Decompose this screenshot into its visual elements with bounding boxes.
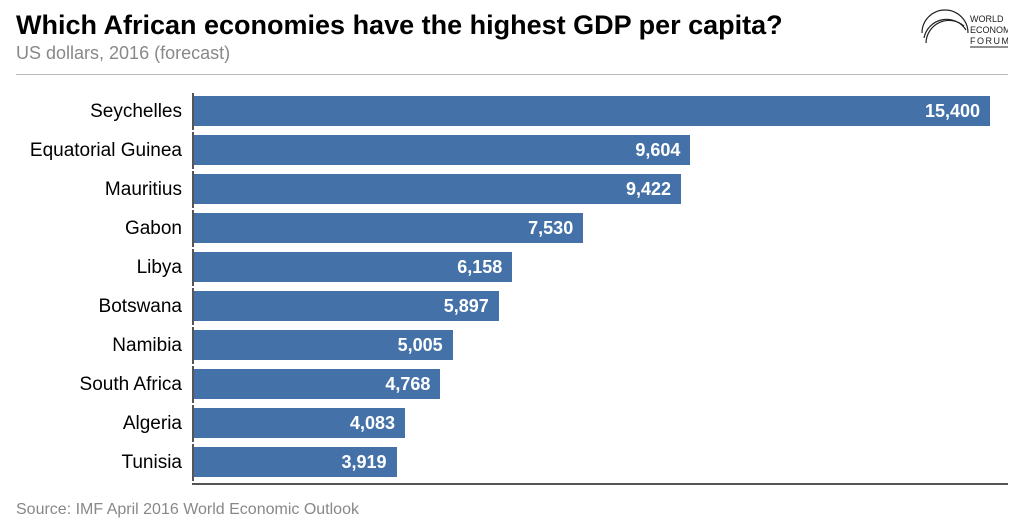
- bar-value: 4,768: [385, 374, 430, 395]
- bar-row: Gabon 7,530: [16, 210, 1008, 247]
- chart-area: Seychelles 15,400 Equatorial Guinea 9,604 Ma…: [0, 75, 1024, 491]
- bar: 5,897: [194, 291, 499, 321]
- bar-value: 6,158: [457, 257, 502, 278]
- bar-label: Algeria: [16, 413, 192, 435]
- bar-row: Seychelles 15,400: [16, 93, 1008, 130]
- logo-text-3: FORUM: [970, 36, 1008, 46]
- bar-chart: Seychelles 15,400 Equatorial Guinea 9,604 Ma…: [16, 93, 1008, 481]
- bar-value: 9,422: [626, 179, 671, 200]
- bar: 7,530: [194, 213, 583, 243]
- bar-label: Libya: [16, 257, 192, 279]
- bar-label: Tunisia: [16, 452, 192, 474]
- bar-row: Tunisia 3,919: [16, 444, 1008, 481]
- chart-header: Which African economies have the highest…: [0, 0, 1024, 70]
- bar-row: Equatorial Guinea 9,604: [16, 132, 1008, 169]
- bar: 9,422: [194, 174, 681, 204]
- bar: 3,919: [194, 447, 397, 477]
- bar-row: Namibia 5,005: [16, 327, 1008, 364]
- bar-row: Botswana 5,897: [16, 288, 1008, 325]
- bar: 9,604: [194, 135, 690, 165]
- chart-title: Which African economies have the highest…: [16, 10, 1008, 41]
- bar-value: 5,005: [398, 335, 443, 356]
- bar-value: 3,919: [342, 452, 387, 473]
- logo-text-1: WORLD: [970, 14, 1004, 24]
- bar-label: Equatorial Guinea: [16, 140, 192, 162]
- bar-label: South Africa: [16, 374, 192, 396]
- bar: 4,768: [194, 369, 440, 399]
- bar-value: 5,897: [444, 296, 489, 317]
- bar: 5,005: [194, 330, 453, 360]
- bar: 15,400: [194, 96, 990, 126]
- bar-label: Seychelles: [16, 101, 192, 123]
- bar-row: Libya 6,158: [16, 249, 1008, 286]
- wef-logo: WORLD ECONOMIC FORUM: [920, 8, 1008, 58]
- bar-label: Botswana: [16, 296, 192, 318]
- bar-value: 9,604: [635, 140, 680, 161]
- bar-value: 7,530: [528, 218, 573, 239]
- bar: 4,083: [194, 408, 405, 438]
- chart-subtitle: US dollars, 2016 (forecast): [16, 43, 1008, 64]
- logo-text-2: ECONOMIC: [970, 25, 1008, 35]
- bar-value: 4,083: [350, 413, 395, 434]
- bar-label: Namibia: [16, 335, 192, 357]
- bar-value: 15,400: [925, 101, 980, 122]
- bar: 6,158: [194, 252, 512, 282]
- bar-label: Mauritius: [16, 179, 192, 201]
- bar-row: South Africa 4,768: [16, 366, 1008, 403]
- bar-row: Algeria 4,083: [16, 405, 1008, 442]
- bar-label: Gabon: [16, 218, 192, 240]
- x-axis: [16, 483, 1008, 485]
- bar-row: Mauritius 9,422: [16, 171, 1008, 208]
- chart-source: Source: IMF April 2016 World Economic Ou…: [0, 491, 1024, 519]
